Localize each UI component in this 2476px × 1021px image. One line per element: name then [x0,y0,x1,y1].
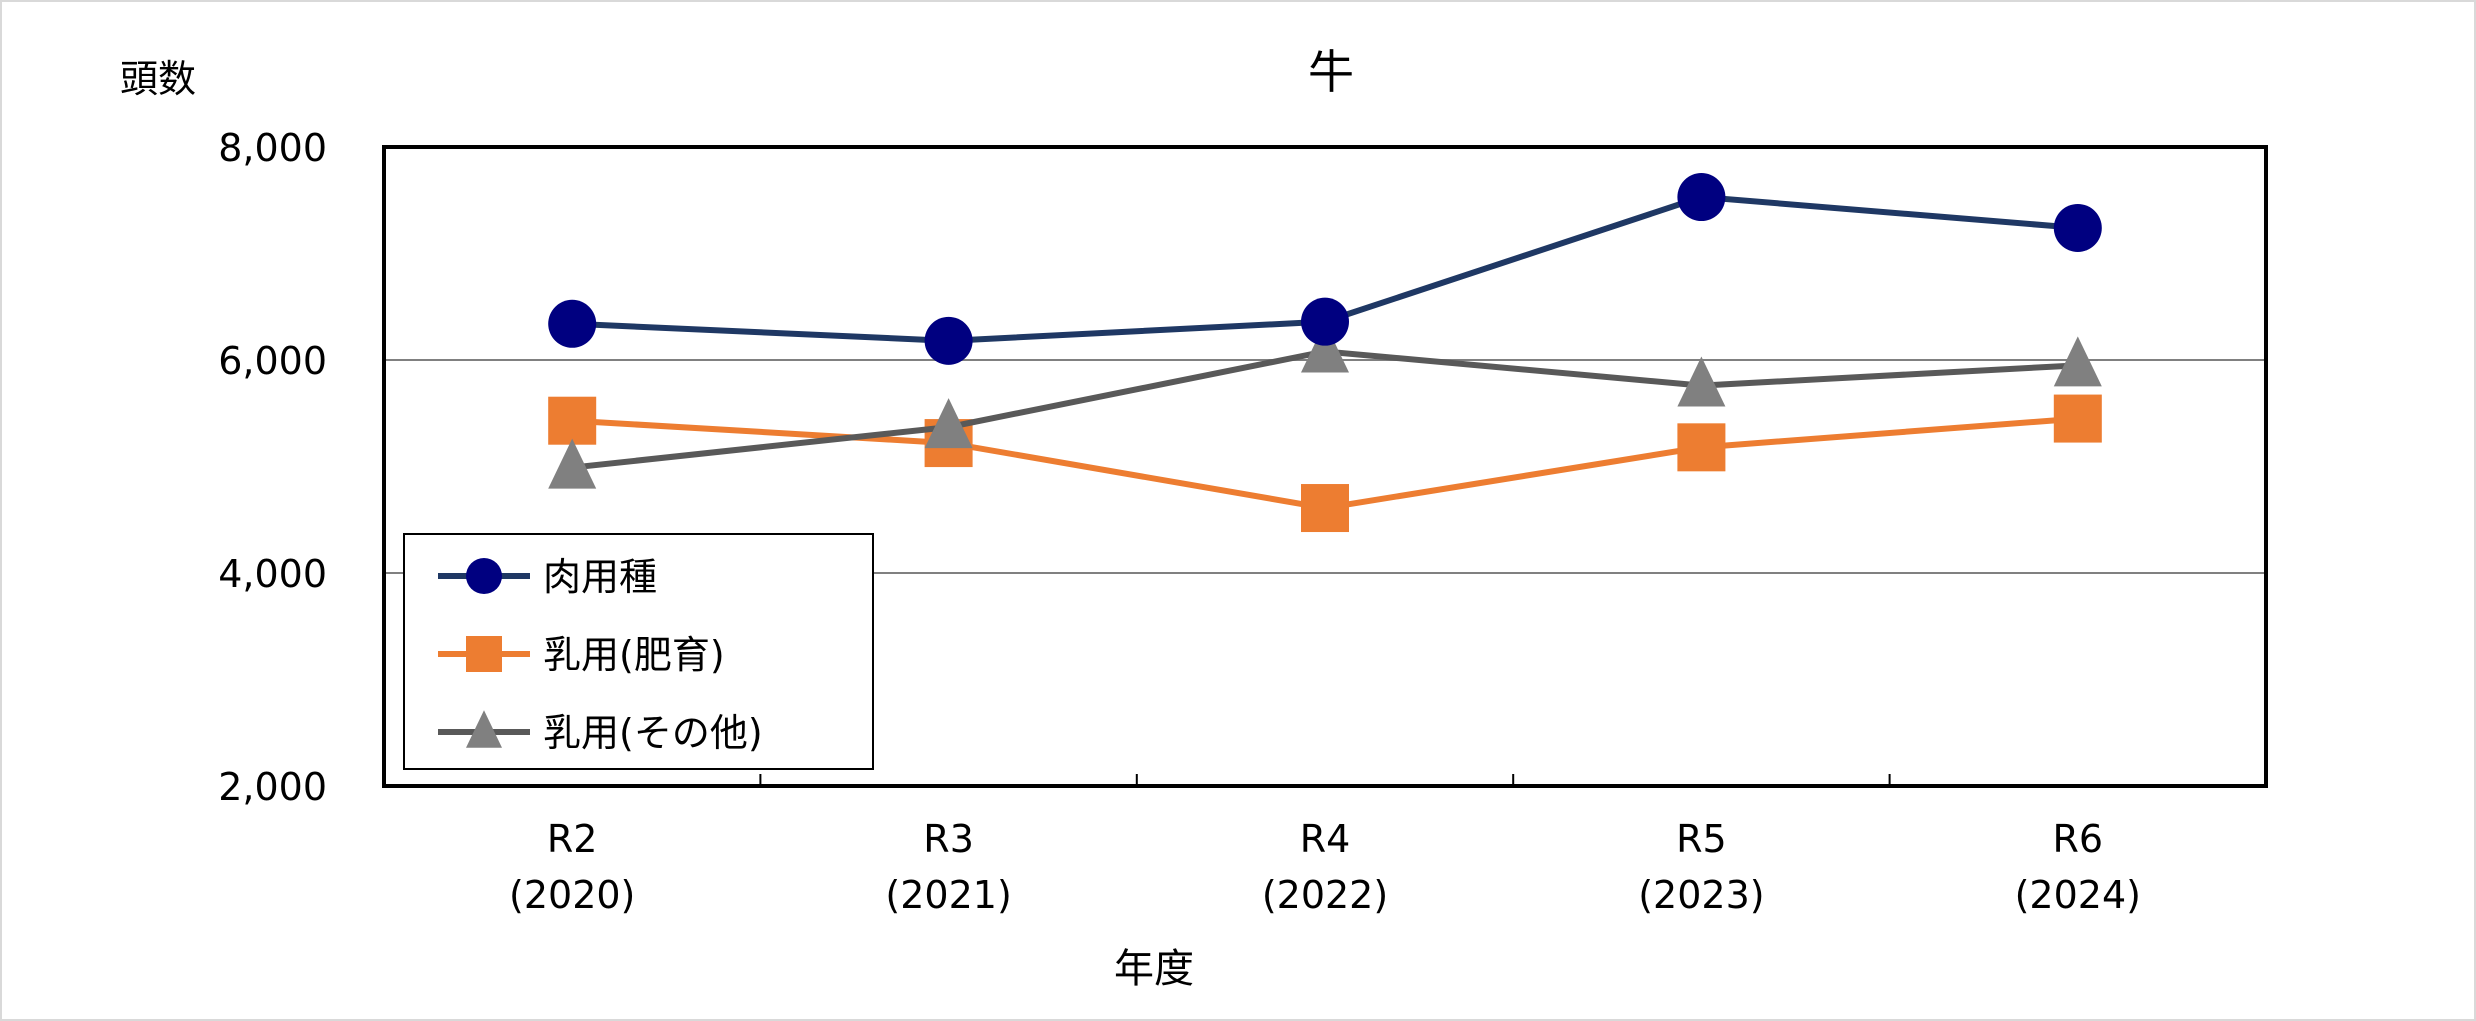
triangle-marker [924,398,973,449]
legend-item: 肉用種 [438,555,657,599]
square-marker [466,636,502,672]
x-tick-label-year: (2021) [885,873,1011,917]
x-tick-label: R6 [2053,817,2104,861]
x-tick-label: R2 [547,817,598,861]
legend-label: 乳用(その他) [543,711,763,755]
plot-area [382,145,2268,788]
square-marker [2053,394,2102,443]
x-tick-label: R4 [1300,817,1351,861]
x-tick-label-year: (2024) [2015,873,2141,917]
y-tick-label: 8,000 [218,126,327,170]
triangle-marker [548,438,597,489]
series-2 [548,322,2102,489]
y-tick-label: 2,000 [218,765,327,809]
legend-item: 乳用(肥育) [438,633,725,677]
x-tick-label-year: (2020) [509,873,635,917]
series-0 [548,173,2102,365]
legend-item: 乳用(その他) [438,710,763,755]
triangle-marker [1677,356,1726,407]
x-tick-label-year: (2023) [1638,873,1764,917]
square-marker [1677,423,1726,472]
circle-marker [466,558,502,594]
series-1 [548,394,2102,533]
square-marker [548,396,597,445]
y-tick-label: 4,000 [218,552,327,596]
circle-marker [1301,297,1349,346]
square-marker [1301,484,1349,533]
y-tick-label: 6,000 [218,339,327,383]
x-tick-label: R3 [923,817,974,861]
triangle-marker [466,710,502,748]
legend-label: 乳用(肥育) [543,633,725,677]
circle-marker [2053,203,2102,252]
y-axis-label: 頭数 [120,57,196,101]
legend-label: 肉用種 [543,555,657,599]
circle-marker [548,299,597,348]
chart-title: 牛 [1308,45,1354,99]
circle-marker [1677,173,1726,222]
x-tick-label-year: (2022) [1262,873,1388,917]
triangle-marker [1301,322,1349,373]
triangle-marker [2053,336,2102,387]
circle-marker [924,316,973,365]
x-axis-label: 年度 [1114,946,1194,992]
x-tick-label: R5 [1676,817,1727,861]
